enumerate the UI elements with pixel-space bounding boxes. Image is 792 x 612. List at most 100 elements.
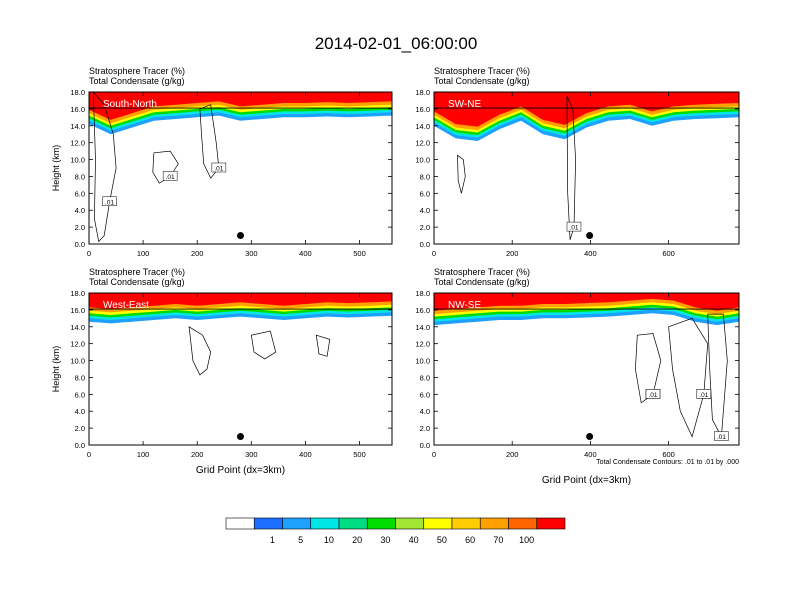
panel-header-tracer: Stratosphere Tracer (%) (434, 66, 530, 76)
contour-label: .01 (699, 392, 708, 399)
x-tick-label: 500 (353, 249, 366, 258)
condensate-contour (315, 334, 331, 357)
y-tick-label: 0.0 (75, 441, 85, 450)
y-tick-label: 10.0 (415, 357, 430, 366)
colorbar-swatch (338, 517, 368, 530)
y-axis-label: Height (km) (51, 145, 61, 192)
y-tick-label: 10.0 (70, 156, 85, 165)
colorbar-label: 10 (324, 535, 334, 545)
y-tick-label: 2.0 (75, 223, 85, 232)
location-marker (237, 433, 244, 441)
y-tick-label: 12.0 (415, 340, 430, 349)
x-axis-label: Grid Point (dx=3km) (542, 475, 631, 486)
contour-label-box (696, 389, 712, 399)
y-tick-label: 4.0 (75, 407, 85, 416)
colorbar-swatch (479, 517, 509, 530)
contour-label-box (645, 389, 661, 399)
tracer-band (434, 92, 739, 127)
x-tick-label: 400 (584, 450, 597, 459)
location-marker (586, 232, 594, 240)
y-tick-label: 6.0 (75, 390, 85, 399)
colorbar-label: 20 (352, 535, 362, 545)
y-tick-label: 2.0 (420, 223, 430, 232)
x-tick-label: 600 (662, 249, 675, 258)
y-tick-label: 6.0 (420, 189, 430, 198)
condensate-contour (668, 317, 709, 438)
y-tick-label: 2.0 (420, 424, 430, 433)
contour-label: .01 (105, 199, 114, 206)
x-tick-label: 200 (191, 450, 204, 459)
contour-label: .01 (166, 174, 175, 181)
contour-label: .01 (569, 225, 578, 232)
plot-frame (88, 292, 393, 446)
plot-frame (433, 91, 740, 245)
x-tick-label: 600 (662, 450, 675, 459)
colorbar-swatch (423, 517, 453, 530)
condensate-contour (250, 330, 277, 360)
contour-label-box (211, 162, 227, 173)
y-tick-label: 6.0 (75, 189, 85, 198)
panel-header-tracer: Stratosphere Tracer (%) (89, 66, 185, 76)
x-tick-label: 0 (87, 450, 91, 459)
y-tick-label: 4.0 (420, 206, 430, 215)
x-tick-label: 400 (584, 249, 597, 258)
colorbar: 1 5 10 20 30 40 50 60 70 100 (225, 517, 566, 545)
y-tick-label: 16.0 (70, 306, 85, 315)
colorbar-label: 50 (437, 535, 447, 545)
x-tick-label: 500 (353, 450, 366, 459)
x-tick-label: 300 (245, 450, 258, 459)
colorbar-swatch (282, 517, 312, 530)
y-tick-label: 8.0 (420, 172, 430, 181)
contour-label: .01 (648, 392, 657, 399)
y-tick-label: 2.0 (75, 424, 85, 433)
panel-label: NW-SE (448, 300, 481, 311)
panel-header-condensate: Total Condensate (g/kg) (89, 76, 185, 86)
plot-frame (88, 91, 393, 245)
colorbar-label: 1 (270, 535, 275, 545)
colorbar-label: 100 (519, 535, 534, 545)
tracer-band (434, 293, 739, 311)
panel-west-east: Stratosphere Tracer (%)Total Condensate … (51, 267, 393, 476)
y-tick-label: 18.0 (415, 289, 430, 298)
x-tick-label: 0 (432, 249, 436, 258)
figure-title: 2014-02-01_06:00:00 (315, 34, 478, 53)
condensate-contour (188, 326, 212, 376)
panel-south-north: Stratosphere Tracer (%)Total Condensate … (51, 66, 393, 258)
colorbar-label: 40 (409, 535, 419, 545)
contour-label-box (714, 431, 729, 441)
contour-label: .01 (717, 434, 726, 441)
y-tick-label: 4.0 (75, 206, 85, 215)
colorbar-swatch (451, 517, 481, 530)
y-tick-label: 14.0 (70, 122, 85, 131)
condensate-contour (92, 91, 117, 243)
y-tick-label: 18.0 (70, 88, 85, 97)
y-tick-label: 10.0 (415, 156, 430, 165)
x-tick-label: 200 (506, 450, 519, 459)
plot-frame (433, 292, 740, 446)
x-tick-label: 100 (137, 249, 150, 258)
y-tick-label: 18.0 (415, 88, 430, 97)
x-tick-label: 0 (87, 249, 91, 258)
y-tick-label: 12.0 (415, 139, 430, 148)
y-tick-label: 12.0 (70, 139, 85, 148)
colorbar-label: 30 (380, 535, 390, 545)
y-tick-label: 16.0 (415, 105, 430, 114)
contour-label: .01 (214, 166, 223, 173)
x-tick-label: 400 (299, 450, 312, 459)
colorbar-swatch (536, 517, 566, 530)
x-tick-label: 100 (137, 450, 150, 459)
y-tick-label: 8.0 (75, 373, 85, 382)
y-tick-label: 12.0 (70, 340, 85, 349)
colorbar-swatch (225, 517, 255, 530)
x-tick-label: 400 (299, 249, 312, 258)
y-tick-label: 18.0 (70, 289, 85, 298)
y-tick-label: 0.0 (420, 240, 430, 249)
colorbar-label: 5 (298, 535, 303, 545)
footnote: Total Condensate Contours: .01 to .01 by… (596, 459, 739, 466)
colorbar-swatch (366, 517, 396, 530)
panels: Stratosphere Tracer (%)Total Condensate … (51, 66, 740, 486)
y-tick-label: 8.0 (75, 172, 85, 181)
y-tick-label: 10.0 (70, 357, 85, 366)
location-marker (586, 433, 594, 441)
